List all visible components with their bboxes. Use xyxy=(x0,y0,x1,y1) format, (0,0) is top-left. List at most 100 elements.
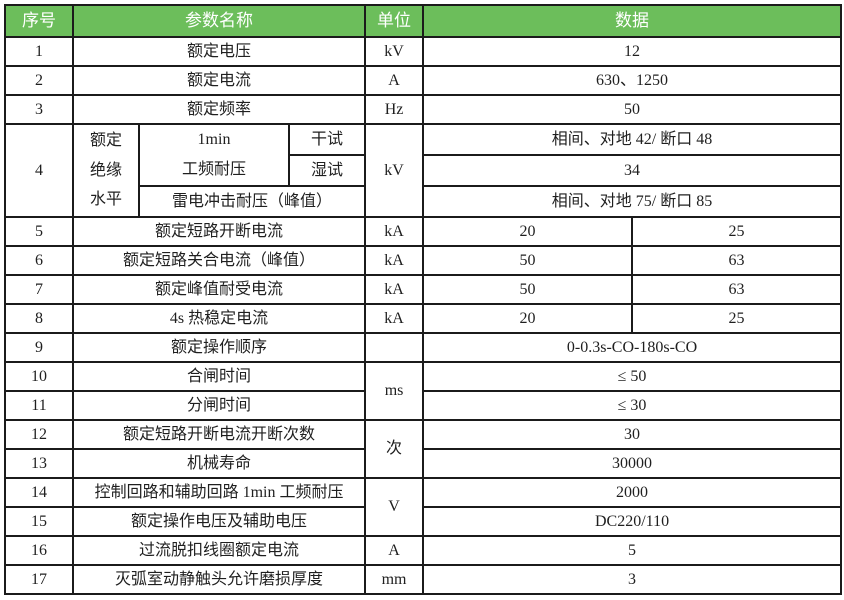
serial-cell: 2 xyxy=(4,65,74,96)
data-cell: 30000 xyxy=(422,448,843,479)
data-cell-a: 20 xyxy=(422,216,634,247)
data-cell: 3 xyxy=(422,564,843,595)
table-row-insulation-dry: 4 额定 绝缘 水平 1min 工频耐压 干试 kV 相间、对地 42/ 断口 … xyxy=(4,123,843,218)
data-cell: 630、1250 xyxy=(422,65,843,96)
insulation-group-cell: 额定 绝缘 水平 xyxy=(72,123,140,218)
power-freq-withstand-cell: 1min 工频耐压 xyxy=(138,123,290,187)
unit-cell: ms xyxy=(364,361,425,421)
header-col-unit: 单位 xyxy=(364,4,425,38)
data-cell-a: 20 xyxy=(422,303,634,334)
param-cell: 4s 热稳定电流 xyxy=(71,303,367,334)
unit-cell: mm xyxy=(364,564,425,595)
data-cell: 2000 xyxy=(422,477,843,508)
table-row: 17 灭弧室动静触头允许磨损厚度 mm 3 xyxy=(4,564,843,595)
header-col-serial: 序号 xyxy=(4,4,74,38)
serial-cell: 9 xyxy=(4,332,74,363)
unit-cell: kA xyxy=(364,216,425,247)
param-cell: 控制回路和辅助回路 1min 工频耐压 xyxy=(71,477,367,508)
wet-test-cell: 湿试 xyxy=(287,154,367,187)
unit-cell: A xyxy=(364,65,425,96)
table-row: 15 额定操作电压及辅助电压 DC220/110 xyxy=(4,506,843,537)
serial-cell: 13 xyxy=(4,448,74,479)
serial-cell: 17 xyxy=(4,564,74,595)
param-cell: 额定短路关合电流（峰值） xyxy=(71,245,367,276)
unit-cell: Hz xyxy=(364,94,425,125)
param-cell: 灭弧室动静触头允许磨损厚度 xyxy=(71,564,367,595)
serial-cell: 5 xyxy=(4,216,74,247)
param-cell: 过流脱扣线圈额定电流 xyxy=(71,535,367,566)
table-row: 2 额定电流 A 630、1250 xyxy=(4,65,843,96)
table-row: 10 合闸时间 ms ≤ 50 xyxy=(4,361,843,421)
serial-cell: 4 xyxy=(4,123,74,218)
table-row: 8 4s 热稳定电流 kA 20 25 xyxy=(4,303,843,334)
table-row: 5 额定短路开断电流 kA 20 25 xyxy=(4,216,843,247)
table-row: 14 控制回路和辅助回路 1min 工频耐压 V 2000 xyxy=(4,477,843,537)
table-row: 11 分闸时间 ≤ 30 xyxy=(4,390,843,421)
data-cell: 5 xyxy=(422,535,843,566)
unit-cell: V xyxy=(364,477,425,537)
serial-cell: 1 xyxy=(4,36,74,67)
param-cell: 额定操作电压及辅助电压 xyxy=(71,506,367,537)
param-cell: 额定电流 xyxy=(71,65,367,96)
unit-cell: kV xyxy=(364,36,425,67)
data-cell: 0-0.3s-CO-180s-CO xyxy=(422,332,843,363)
table-row: 1 额定电压 kV 12 xyxy=(4,36,843,67)
data-cell-a: 50 xyxy=(422,274,634,305)
header-row: 序号 参数名称 单位 数据 xyxy=(4,4,843,38)
data-cell-b: 25 xyxy=(631,303,843,334)
header-col-param: 参数名称 xyxy=(71,4,367,38)
unit-cell-empty xyxy=(364,332,425,363)
data-cell: 相间、对地 75/ 断口 85 xyxy=(422,185,843,218)
unit-cell: kA xyxy=(364,303,425,334)
param-cell: 机械寿命 xyxy=(71,448,367,479)
param-cell: 额定短路开断电流开断次数 xyxy=(71,419,367,450)
data-cell: 相间、对地 42/ 断口 48 xyxy=(422,123,843,156)
table-row: 9 额定操作顺序 0-0.3s-CO-180s-CO xyxy=(4,332,843,363)
data-cell: 12 xyxy=(422,36,843,67)
table-row: 6 额定短路关合电流（峰值） kA 50 63 xyxy=(4,245,843,276)
table-row: 3 额定频率 Hz 50 xyxy=(4,94,843,125)
unit-cell: A xyxy=(364,535,425,566)
serial-cell: 16 xyxy=(4,535,74,566)
serial-cell: 6 xyxy=(4,245,74,276)
table-row: 13 机械寿命 30000 xyxy=(4,448,843,479)
serial-cell: 8 xyxy=(4,303,74,334)
data-cell: 30 xyxy=(422,419,843,450)
param-cell: 分闸时间 xyxy=(71,390,367,421)
table-row: 16 过流脱扣线圈额定电流 A 5 xyxy=(4,535,843,566)
data-cell-b: 25 xyxy=(631,216,843,247)
param-cell: 合闸时间 xyxy=(71,361,367,392)
header-col-data: 数据 xyxy=(422,4,843,38)
lightning-impulse-cell: 雷电冲击耐压（峰值） xyxy=(137,185,367,218)
param-cell: 额定短路开断电流 xyxy=(71,216,367,247)
data-cell: 50 xyxy=(422,94,843,125)
serial-cell: 15 xyxy=(4,506,74,537)
serial-cell: 11 xyxy=(4,390,74,421)
data-cell-b: 63 xyxy=(631,245,843,276)
param-cell: 额定电压 xyxy=(71,36,367,67)
table-row: 7 额定峰值耐受电流 kA 50 63 xyxy=(4,274,843,305)
data-cell: ≤ 50 xyxy=(422,361,843,392)
table-row-insulation-wet: 湿试 34 xyxy=(5,154,843,187)
param-cell: 额定峰值耐受电流 xyxy=(71,274,367,305)
serial-cell: 10 xyxy=(4,361,74,392)
dry-test-cell: 干试 xyxy=(287,123,367,156)
param-cell: 额定操作顺序 xyxy=(71,332,367,363)
unit-cell: kA xyxy=(364,274,425,305)
param-cell: 额定频率 xyxy=(71,94,367,125)
serial-cell: 14 xyxy=(4,477,74,508)
data-cell-a: 50 xyxy=(422,245,634,276)
serial-cell: 12 xyxy=(4,419,74,450)
table-row: 12 额定短路开断电流开断次数 次 30 xyxy=(4,419,843,479)
table-row-insulation-lightning: 雷电冲击耐压（峰值） 相间、对地 75/ 断口 85 xyxy=(5,185,843,218)
spec-table: 序号 参数名称 单位 数据 1 额定电压 kV 12 2 额定电流 A 630、… xyxy=(4,4,843,595)
serial-cell: 7 xyxy=(4,274,74,305)
data-cell: DC220/110 xyxy=(422,506,843,537)
unit-cell: 次 xyxy=(364,419,425,479)
unit-cell: kV xyxy=(364,123,425,218)
data-cell: 34 xyxy=(422,154,843,187)
data-cell-b: 63 xyxy=(631,274,843,305)
data-cell: ≤ 30 xyxy=(422,390,843,421)
unit-cell: kA xyxy=(364,245,425,276)
serial-cell: 3 xyxy=(4,94,74,125)
